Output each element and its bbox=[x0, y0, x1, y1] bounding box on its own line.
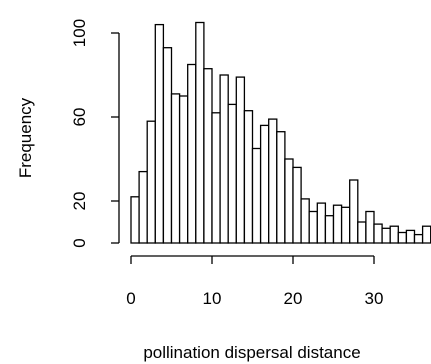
histogram-bar bbox=[389, 225, 399, 244]
y-tick-label: 100 bbox=[70, 19, 89, 47]
x-axis: 0 10 20 30 bbox=[126, 255, 384, 308]
histogram-bar bbox=[340, 206, 351, 244]
histogram-bar bbox=[349, 179, 359, 244]
histogram-bar bbox=[300, 198, 310, 244]
histogram-bar bbox=[154, 23, 165, 244]
histogram-bar bbox=[357, 221, 367, 244]
histogram-bar bbox=[324, 215, 335, 244]
histogram-bar bbox=[381, 227, 391, 244]
histogram-bar bbox=[268, 118, 278, 244]
histogram-bar bbox=[162, 47, 173, 244]
x-tick-label: 10 bbox=[203, 289, 222, 308]
histogram-bar bbox=[308, 210, 318, 244]
histogram-bar bbox=[292, 166, 302, 244]
histogram-bar bbox=[365, 210, 375, 244]
histogram-bar bbox=[170, 93, 181, 244]
histogram-bar bbox=[284, 158, 294, 244]
y-tick-label: 60 bbox=[70, 108, 89, 127]
y-tick-label: 0 bbox=[70, 238, 89, 247]
x-axis-title: pollination dispersal distance bbox=[143, 343, 360, 362]
histogram-bar bbox=[211, 112, 221, 244]
x-tick-label: 20 bbox=[284, 289, 303, 308]
histogram-bar bbox=[203, 68, 213, 244]
histogram-bar bbox=[138, 170, 148, 244]
y-axis: 0 20 60 100 bbox=[70, 19, 120, 248]
histogram-bar bbox=[421, 225, 431, 244]
histogram-bar bbox=[178, 95, 189, 244]
histogram-bar bbox=[405, 229, 416, 244]
histogram-bar bbox=[227, 103, 237, 244]
histogram-bar bbox=[251, 147, 262, 244]
histogram-bar bbox=[276, 131, 286, 244]
histogram-bar bbox=[187, 63, 197, 244]
histogram-bar bbox=[373, 223, 383, 244]
y-tick-label: 20 bbox=[70, 192, 89, 211]
histogram-bar bbox=[397, 231, 408, 244]
histogram-bars bbox=[130, 21, 431, 244]
histogram-bar bbox=[130, 196, 140, 244]
histogram-bar bbox=[146, 120, 156, 244]
x-tick-label: 0 bbox=[126, 289, 135, 308]
histogram-bar bbox=[195, 21, 205, 244]
histogram-bar bbox=[235, 76, 246, 244]
histogram-bar bbox=[316, 202, 327, 244]
histogram-bar bbox=[243, 110, 254, 244]
histogram-bar bbox=[413, 233, 424, 244]
histogram-bar bbox=[259, 124, 270, 244]
histogram-bar bbox=[219, 74, 229, 244]
histogram-bar bbox=[332, 204, 343, 244]
x-tick-label: 30 bbox=[365, 289, 384, 308]
y-axis-title: Frequency bbox=[16, 97, 35, 178]
